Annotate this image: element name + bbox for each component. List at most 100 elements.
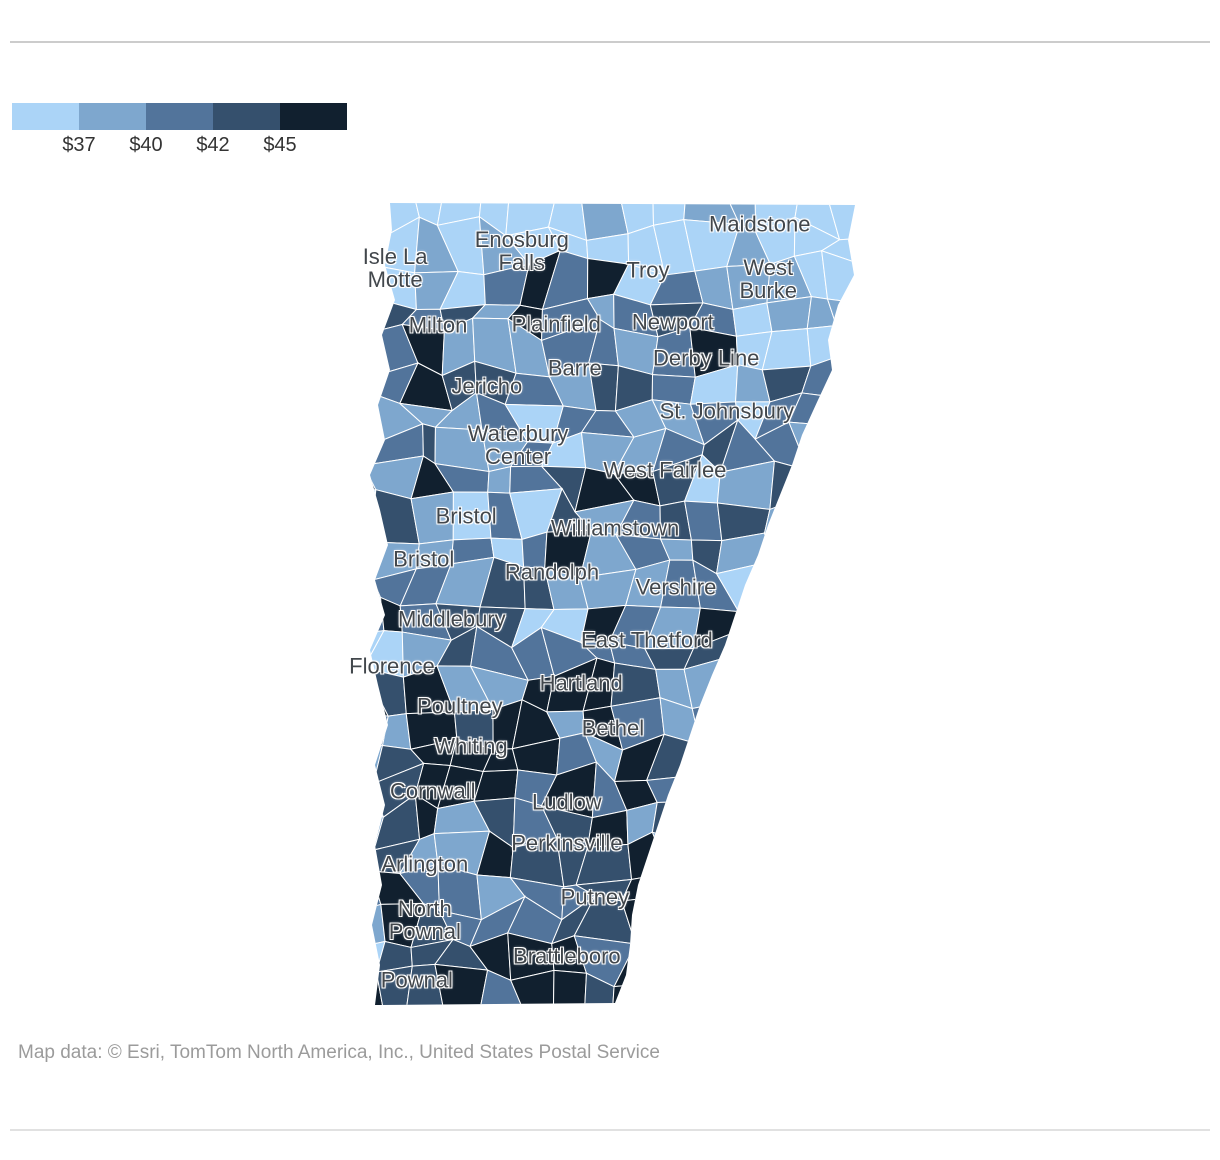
map-region[interactable] xyxy=(684,500,723,542)
map-region[interactable] xyxy=(700,839,739,886)
map-region[interactable] xyxy=(723,743,769,782)
map-region[interactable] xyxy=(340,357,385,409)
map-region[interactable] xyxy=(764,917,799,952)
map-region[interactable] xyxy=(681,775,732,810)
map-region[interactable] xyxy=(842,397,870,428)
map-region[interactable] xyxy=(340,528,374,581)
map-region[interactable] xyxy=(375,965,413,1010)
map-region[interactable] xyxy=(340,283,380,333)
map-region[interactable] xyxy=(787,692,847,747)
map-region[interactable] xyxy=(651,831,706,886)
map-region[interactable] xyxy=(750,664,800,707)
map-region[interactable] xyxy=(340,556,382,605)
map-region[interactable] xyxy=(657,895,699,953)
map-region[interactable] xyxy=(787,903,848,952)
map-region[interactable] xyxy=(789,594,849,642)
map-region[interactable] xyxy=(827,794,870,853)
map-region[interactable] xyxy=(799,979,849,1010)
map-region[interactable] xyxy=(452,491,492,541)
map-region[interactable] xyxy=(732,302,773,337)
map-region[interactable] xyxy=(731,698,768,748)
map-region[interactable] xyxy=(510,969,555,1010)
vermont-map-svg[interactable] xyxy=(340,195,870,1010)
map-region[interactable] xyxy=(787,488,832,544)
map-region[interactable] xyxy=(824,932,870,985)
map-region[interactable] xyxy=(340,744,384,785)
map-region[interactable] xyxy=(841,862,870,905)
map-region[interactable] xyxy=(340,392,378,444)
map-region[interactable] xyxy=(755,745,800,776)
map-region[interactable] xyxy=(719,982,760,1010)
map-region[interactable] xyxy=(340,195,389,242)
map-region[interactable] xyxy=(785,535,840,569)
map-region[interactable] xyxy=(750,692,800,748)
map-region[interactable] xyxy=(822,195,870,241)
map-region[interactable] xyxy=(340,596,385,638)
map-region[interactable] xyxy=(823,729,870,785)
map-region[interactable] xyxy=(726,263,771,310)
map-region[interactable] xyxy=(652,979,696,1010)
map-region[interactable] xyxy=(724,762,776,810)
map-region[interactable] xyxy=(768,595,797,642)
map-region[interactable] xyxy=(768,560,791,607)
map-region[interactable] xyxy=(340,433,378,473)
map-region[interactable] xyxy=(750,630,798,675)
map-region[interactable] xyxy=(827,849,870,874)
map-region[interactable] xyxy=(824,488,870,540)
map-region[interactable] xyxy=(792,774,836,813)
map-region[interactable] xyxy=(578,195,629,241)
map-region[interactable] xyxy=(838,355,870,406)
map-region[interactable] xyxy=(730,605,772,635)
map-region[interactable] xyxy=(795,636,843,670)
map-region[interactable] xyxy=(821,632,870,681)
map-region[interactable] xyxy=(687,743,733,781)
map-region[interactable] xyxy=(583,972,615,1010)
map-region[interactable] xyxy=(841,590,870,639)
map-region[interactable] xyxy=(787,861,847,919)
map-region[interactable] xyxy=(434,963,489,1010)
map-region[interactable] xyxy=(683,898,739,942)
map-region[interactable] xyxy=(340,870,382,920)
map-region[interactable] xyxy=(823,535,870,581)
map-region[interactable] xyxy=(683,869,739,918)
map-region[interactable] xyxy=(340,709,389,747)
map-region[interactable] xyxy=(487,465,512,494)
map-region[interactable] xyxy=(838,562,870,596)
map-region[interactable] xyxy=(718,898,772,942)
map-region[interactable] xyxy=(755,762,800,796)
map-region[interactable] xyxy=(651,374,696,405)
map-region[interactable] xyxy=(691,939,739,987)
map-region[interactable] xyxy=(340,330,385,374)
map-region[interactable] xyxy=(835,324,870,363)
map-region[interactable] xyxy=(796,664,824,703)
map-region[interactable] xyxy=(724,794,776,850)
map-region[interactable] xyxy=(806,325,840,367)
map-region[interactable] xyxy=(681,801,732,850)
map-region[interactable] xyxy=(753,861,799,919)
map-region[interactable] xyxy=(766,296,812,333)
map-region[interactable] xyxy=(657,872,702,918)
map-region[interactable] xyxy=(718,869,767,919)
map-region[interactable] xyxy=(766,794,794,851)
map-region[interactable] xyxy=(340,849,375,874)
map-region[interactable] xyxy=(724,630,772,675)
map-region[interactable] xyxy=(692,979,740,1010)
map-region[interactable] xyxy=(785,563,849,597)
map-region[interactable] xyxy=(340,771,385,818)
map-region[interactable] xyxy=(724,839,768,873)
map-region[interactable] xyxy=(823,774,870,813)
map-region[interactable] xyxy=(410,491,454,545)
map-region[interactable] xyxy=(836,972,870,1010)
map-container[interactable]: Maidstone Isle La Motte Enosburg Falls Troy… xyxy=(340,195,870,1010)
map-region[interactable] xyxy=(340,489,377,543)
map-region[interactable] xyxy=(340,239,380,275)
map-region[interactable] xyxy=(787,931,849,985)
map-region[interactable] xyxy=(651,939,699,984)
map-region[interactable] xyxy=(758,938,803,984)
map-region[interactable] xyxy=(763,532,798,569)
map-region[interactable] xyxy=(788,794,835,851)
map-region[interactable] xyxy=(340,940,386,973)
map-region[interactable] xyxy=(829,426,870,480)
map-region[interactable] xyxy=(821,250,870,307)
map-region[interactable] xyxy=(364,630,404,678)
